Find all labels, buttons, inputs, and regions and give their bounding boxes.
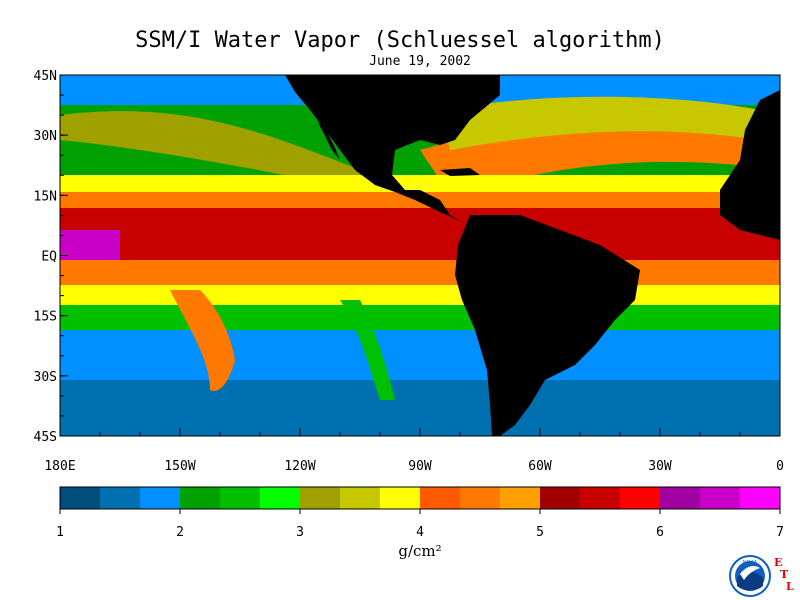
colorbar-swatch (580, 487, 621, 509)
lat-label: 15N (34, 189, 57, 204)
lon-label: 180E (44, 459, 75, 474)
colorbar-swatch (500, 487, 541, 509)
colorbar-swatch (700, 487, 741, 509)
noaa-etl-logo: NOAA E T L (729, 555, 794, 597)
lon-label: 120W (284, 459, 315, 474)
lon-label: 90W (408, 459, 432, 474)
colorbar-swatch (340, 487, 381, 509)
noaa-seal-bird (740, 566, 760, 580)
colorbar-swatch (620, 487, 661, 509)
colorbar-swatch (380, 487, 421, 509)
colorbar-swatch (140, 487, 181, 509)
lat-label: 30N (34, 129, 57, 144)
etl-letter-t: T (780, 568, 789, 581)
colorbar-swatch (220, 487, 261, 509)
colorbar-swatch (460, 487, 501, 509)
map-title: SSM/I Water Vapor (Schluessel algorithm) (135, 28, 665, 53)
etl-letter-e: E (774, 556, 782, 569)
lon-label: 150W (164, 459, 195, 474)
map-date: June 19, 2002 (369, 54, 471, 69)
colorbar-swatch (180, 487, 221, 509)
colorbar-label: 6 (656, 525, 664, 540)
colorbar-swatch (540, 487, 581, 509)
colorbar-swatch (660, 487, 701, 509)
land-africa-europe (720, 90, 780, 240)
field-south-pacific-green (340, 300, 395, 400)
noaa-seal-text: NOAA (743, 560, 758, 566)
colorbar-label: 3 (296, 525, 304, 540)
land-south-america (455, 215, 640, 436)
colorbar-swatch (260, 487, 301, 509)
lon-label: 60W (528, 459, 552, 474)
colorbar-swatch (100, 487, 141, 509)
land-baja (318, 122, 340, 160)
lon-label: 0 (776, 459, 784, 474)
colorbar-label: 4 (416, 525, 424, 540)
field-itcz-red (60, 208, 780, 266)
land-north-america (285, 75, 500, 222)
colorbar-swatch (300, 487, 341, 509)
map-field (60, 75, 780, 436)
field-south-deepblue (60, 380, 780, 436)
colorbar-label: 7 (776, 525, 784, 540)
lat-label: 15S (34, 310, 57, 325)
latitude-axis: 45N 30N 15N EQ 15S 30S 45S (34, 69, 68, 445)
lat-label: 30S (34, 370, 57, 385)
colorbar-unit: g/cm² (398, 542, 442, 560)
longitude-axis: 180E 150W 120W 90W 60W 30W 0 (44, 428, 784, 474)
colorbar-ticks: 1 2 3 4 5 6 7 (56, 509, 784, 540)
colorbar-swatch (420, 487, 461, 509)
land-masses (285, 75, 780, 436)
field-atlantic-yellow (440, 96, 760, 150)
colorbar-swatch (60, 487, 101, 509)
lat-label: 45N (34, 69, 57, 84)
lat-label: 45S (34, 430, 57, 445)
colorbar (60, 487, 781, 509)
land-caribbean (440, 168, 480, 176)
colorbar-swatch (740, 487, 781, 509)
colorbar-label: 1 (56, 525, 64, 540)
lon-label: 30W (648, 459, 672, 474)
colorbar-label: 2 (176, 525, 184, 540)
field-spcz-plume (170, 290, 235, 391)
colorbar-label: 5 (536, 525, 544, 540)
lat-label: EQ (41, 250, 57, 265)
etl-letter-l: L (786, 580, 794, 593)
field-north-olive (60, 111, 360, 190)
